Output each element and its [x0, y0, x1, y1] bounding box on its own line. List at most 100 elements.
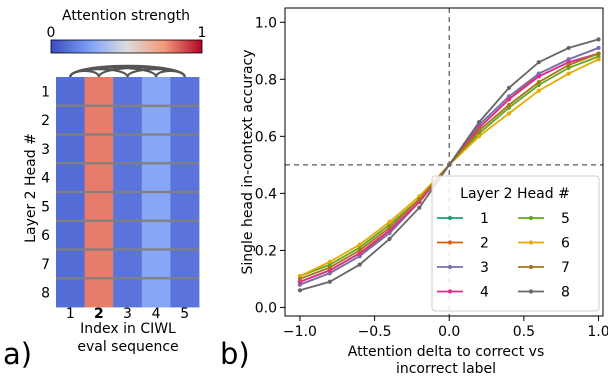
index-labels: 1 2 3 4 5	[66, 306, 189, 322]
heatmap-cell	[170, 134, 200, 164]
data-point	[297, 276, 303, 282]
accuracy-series	[297, 37, 601, 293]
data-point	[596, 37, 601, 42]
y-tick-label: 0.4	[255, 186, 277, 202]
data-point	[476, 128, 482, 133]
index-label: 3	[123, 306, 132, 322]
x-tick-label: −0.5	[358, 324, 392, 340]
heatmap-cell	[56, 192, 85, 222]
legend-marker	[528, 264, 534, 270]
data-point	[566, 62, 571, 68]
data-point	[596, 45, 601, 51]
heatmap-cell	[113, 163, 143, 193]
data-point	[387, 225, 392, 230]
x-tick-label: 0.5	[513, 324, 535, 340]
heatmap-y-axis-label: Layer 2 Head #	[23, 133, 39, 243]
heatmap-cell	[113, 249, 143, 279]
x-tick-label: 0.0	[438, 324, 460, 340]
heatmap-cell	[170, 163, 200, 193]
data-point	[506, 102, 512, 108]
colorbar-title: Attention strength	[62, 8, 190, 24]
heatmap-cell	[84, 134, 114, 164]
legend-label: 6	[561, 236, 570, 252]
heatmap-cell	[84, 278, 114, 308]
legend-entry-2: 2	[437, 236, 489, 252]
heatmap-cell	[113, 192, 143, 222]
heatmap-cell	[170, 105, 200, 135]
legend-marker	[447, 289, 453, 294]
index-label: 4	[152, 306, 161, 322]
head-label: 1	[41, 84, 50, 100]
head-label: 7	[41, 257, 50, 273]
y-tick-label: 0.0	[255, 300, 277, 316]
legend-marker	[528, 289, 534, 294]
data-point	[327, 279, 332, 284]
heatmap-cell	[56, 249, 85, 279]
data-point	[327, 259, 332, 264]
heatmap-cell	[170, 192, 200, 222]
data-point	[447, 162, 452, 167]
heatmap-cell	[113, 105, 143, 135]
heatmap-cell	[170, 77, 200, 107]
legend-label: 4	[480, 285, 489, 301]
index-label: 5	[180, 306, 189, 322]
colorbar-min-label: 0	[47, 25, 56, 41]
y-tick-label: 0.8	[255, 72, 277, 88]
legend-marker	[447, 215, 453, 221]
y-tick-label: 0.6	[255, 129, 277, 145]
index-label: 1	[66, 306, 75, 322]
index-label: 2	[94, 306, 104, 322]
heatmap-cell	[84, 105, 114, 135]
data-point	[536, 88, 541, 93]
data-point	[596, 51, 601, 56]
head-label: 8	[41, 286, 50, 302]
y-axis-label: Single head in-context accuracy	[240, 49, 256, 274]
legend-marker	[528, 215, 534, 221]
panel-b-label: b)	[220, 337, 250, 371]
heatmap-cell	[170, 220, 200, 250]
legend-entries: 1 2 3 4 5 6 7 8	[437, 211, 570, 301]
head-label: 4	[41, 171, 50, 187]
colorbar-max-label: 1	[198, 25, 207, 41]
x-axis-label-line2: incorrect label	[396, 361, 496, 377]
data-point	[417, 196, 422, 202]
data-point	[476, 119, 482, 125]
head-label: 5	[41, 199, 50, 215]
heatmap-cell	[141, 192, 171, 222]
head-label: 6	[41, 228, 50, 244]
x-tick-label: 1.0	[587, 324, 608, 340]
legend-entry-1: 1	[437, 211, 489, 227]
legend-marker	[447, 240, 453, 245]
legend-entry-6: 6	[518, 236, 570, 252]
legend-label: 2	[480, 236, 489, 252]
heatmap-cell	[84, 220, 114, 250]
heatmap-cell	[56, 163, 85, 193]
panel-b: −1.0 −0.5 0.0 0.5 1.0 0.0 0.2 0.4 0.6 0.8 1.0 Sin…	[220, 7, 608, 377]
legend-label: 1	[480, 211, 489, 227]
heatmap-cell	[113, 220, 143, 250]
heatmap-x-axis-label-line1: Index in CIWL	[80, 321, 176, 337]
heatmap-cell	[56, 220, 85, 250]
legend-entry-7: 7	[518, 260, 570, 276]
legend-marker	[447, 264, 453, 270]
heatmap-cell	[56, 134, 85, 164]
heatmap-cell	[84, 77, 114, 107]
heatmap-cell	[170, 278, 200, 308]
heatmap-cell	[113, 278, 143, 308]
heatmap-cell	[56, 105, 85, 135]
legend-entry-3: 3	[437, 260, 489, 276]
heatmap-cell	[141, 278, 171, 308]
data-point	[536, 60, 541, 65]
legend-label: 8	[561, 285, 570, 301]
data-point	[387, 219, 392, 224]
data-point	[506, 111, 512, 116]
data-point	[536, 80, 541, 85]
data-point	[476, 134, 482, 139]
x-axis-ticks: −1.0 −0.5 0.0 0.5 1.0	[283, 316, 608, 340]
y-axis-ticks: 0.0 0.2 0.4 0.6 0.8 1.0	[255, 15, 285, 316]
attention-arc	[155, 69, 186, 78]
heatmap-cell	[170, 249, 200, 279]
heatmap-cell	[141, 163, 171, 193]
data-point	[357, 248, 362, 253]
data-point	[566, 71, 571, 76]
